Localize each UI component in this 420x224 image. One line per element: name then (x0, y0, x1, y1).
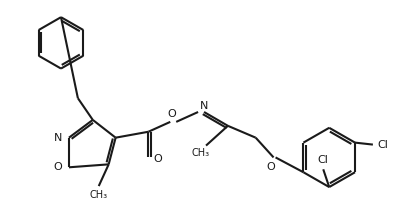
Text: O: O (167, 109, 176, 119)
Text: CH₃: CH₃ (191, 149, 209, 158)
Text: CH₃: CH₃ (90, 190, 108, 200)
Text: O: O (266, 162, 275, 172)
Text: Cl: Cl (318, 155, 329, 165)
Text: Cl: Cl (378, 140, 388, 150)
Text: N: N (54, 133, 62, 143)
Text: O: O (53, 162, 62, 172)
Text: N: N (200, 101, 208, 111)
Text: O: O (153, 154, 162, 164)
